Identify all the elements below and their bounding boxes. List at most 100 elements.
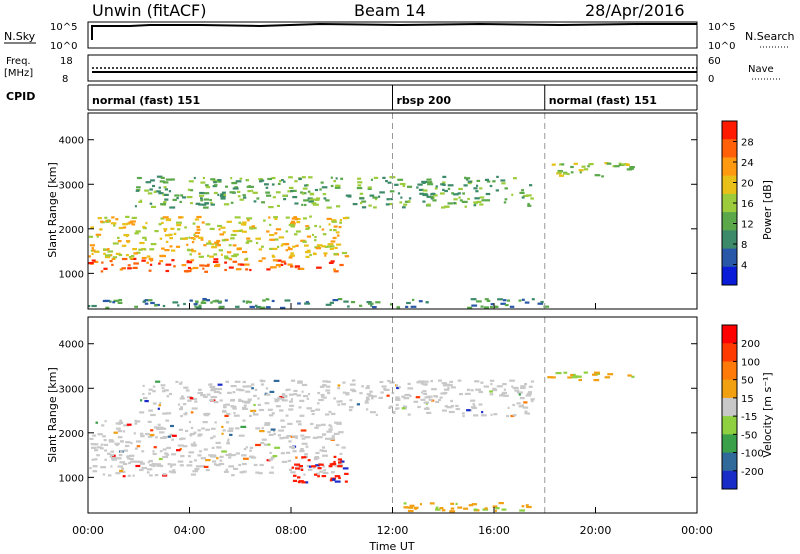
scatter-cell bbox=[308, 176, 313, 179]
scatter-cell bbox=[121, 257, 128, 261]
scatter-cell bbox=[121, 467, 125, 470]
scatter-cell bbox=[301, 192, 307, 195]
scatter-cell bbox=[118, 298, 123, 302]
scatter-cell bbox=[510, 414, 515, 418]
xaxis-label: Time UT bbox=[368, 540, 414, 553]
scatter-cell bbox=[382, 176, 386, 179]
scatter-cell bbox=[201, 203, 207, 206]
scatter-cell bbox=[471, 304, 478, 307]
scatter-cell bbox=[144, 299, 149, 302]
scatter-cell bbox=[375, 301, 381, 304]
scatter-cell bbox=[269, 223, 272, 226]
scatter-cell bbox=[326, 217, 332, 220]
scatter-cell bbox=[319, 188, 322, 191]
scatter-cell bbox=[328, 465, 333, 468]
scatter-cell bbox=[292, 435, 298, 438]
scatter-cell bbox=[188, 236, 191, 239]
scatter-cell bbox=[218, 462, 225, 466]
scatter-cell bbox=[450, 399, 453, 403]
scatter-cell bbox=[336, 243, 342, 246]
scatter-cell bbox=[212, 435, 216, 438]
scatter-cell bbox=[144, 302, 149, 305]
scatter-cell bbox=[482, 508, 489, 511]
power-colorbar-label: Power [dB] bbox=[761, 180, 774, 240]
scatter-cell bbox=[162, 304, 166, 308]
scatter-cell bbox=[305, 445, 309, 448]
scatter-cell bbox=[189, 299, 193, 302]
scatter-cell bbox=[221, 191, 226, 194]
scatter-cell bbox=[165, 269, 170, 273]
scatter-cell bbox=[245, 300, 250, 303]
colorbar-tick-label: 200 bbox=[741, 339, 760, 350]
scatter-cell bbox=[211, 243, 215, 246]
scatter-cell bbox=[507, 299, 511, 302]
scatter-cell bbox=[509, 305, 515, 308]
nave-tick-top: 60 bbox=[708, 56, 721, 67]
scatter-cell bbox=[334, 421, 338, 424]
scatter-cell bbox=[223, 404, 226, 407]
scatter-cell bbox=[559, 163, 562, 166]
scatter-cell bbox=[307, 392, 311, 396]
scatter-cell bbox=[88, 262, 94, 265]
scatter-cell bbox=[480, 305, 484, 308]
scatter-cell bbox=[326, 380, 331, 383]
scatter-cell bbox=[108, 440, 115, 443]
scatter-cell bbox=[272, 455, 278, 458]
scatter-cell bbox=[226, 421, 230, 424]
scatter-cell bbox=[527, 391, 532, 394]
scatter-cell bbox=[113, 431, 118, 434]
scatter-cell bbox=[236, 388, 242, 391]
scatter-cell bbox=[317, 467, 322, 470]
scatter-cell bbox=[331, 219, 337, 222]
scatter-cell bbox=[562, 172, 568, 175]
scatter-cell bbox=[267, 443, 271, 446]
scatter-cell bbox=[112, 256, 118, 259]
scatter-cell bbox=[274, 232, 278, 235]
scatter-cell bbox=[314, 426, 319, 429]
colorbar-swatch bbox=[722, 416, 737, 435]
scatter-cell bbox=[235, 180, 242, 183]
scatter-cell bbox=[169, 433, 173, 436]
scatter-cell bbox=[177, 228, 181, 231]
scatter-cell bbox=[301, 203, 304, 206]
scatter-cell bbox=[215, 263, 221, 266]
scatter-cell bbox=[571, 376, 578, 379]
scatter-cell bbox=[472, 403, 475, 406]
scatter-cell bbox=[217, 224, 222, 228]
scatter-cell bbox=[280, 244, 284, 247]
scatter-cell bbox=[91, 304, 97, 308]
scatter-cell bbox=[210, 178, 216, 181]
scatter-cell bbox=[242, 407, 248, 410]
scatter-cell bbox=[206, 299, 210, 302]
scatter-cell bbox=[202, 298, 207, 301]
scatter-cell bbox=[518, 405, 524, 408]
scatter-cell bbox=[222, 410, 227, 413]
scatter-cell bbox=[178, 403, 181, 406]
scatter-cell bbox=[273, 432, 276, 436]
scatter-cell bbox=[203, 465, 209, 468]
scatter-cell bbox=[295, 456, 298, 459]
scatter-cell bbox=[180, 194, 184, 197]
scatter-cell bbox=[100, 443, 104, 446]
scatter-cell bbox=[110, 465, 113, 468]
scatter-cell bbox=[526, 194, 532, 197]
scatter-cell bbox=[312, 203, 319, 206]
scatter-cell bbox=[294, 202, 299, 205]
scatter-cell bbox=[315, 464, 320, 467]
scatter-cell bbox=[266, 306, 271, 309]
scatter-cell bbox=[381, 385, 387, 388]
scatter-cell bbox=[227, 429, 234, 432]
scatter-cell bbox=[340, 460, 345, 463]
scatter-cell bbox=[134, 447, 138, 450]
scatter-cell bbox=[214, 184, 218, 187]
scatter-cell bbox=[125, 215, 130, 218]
scatter-cell bbox=[118, 226, 124, 230]
scatter-cell bbox=[338, 431, 344, 434]
scatter-cell bbox=[395, 407, 398, 411]
scatter-cell bbox=[213, 463, 217, 466]
scatter-cell bbox=[419, 192, 424, 195]
scatter-cell bbox=[212, 179, 219, 182]
scatter-cell bbox=[331, 471, 335, 474]
scatter-cell bbox=[209, 399, 214, 402]
scatter-cell bbox=[319, 385, 325, 388]
